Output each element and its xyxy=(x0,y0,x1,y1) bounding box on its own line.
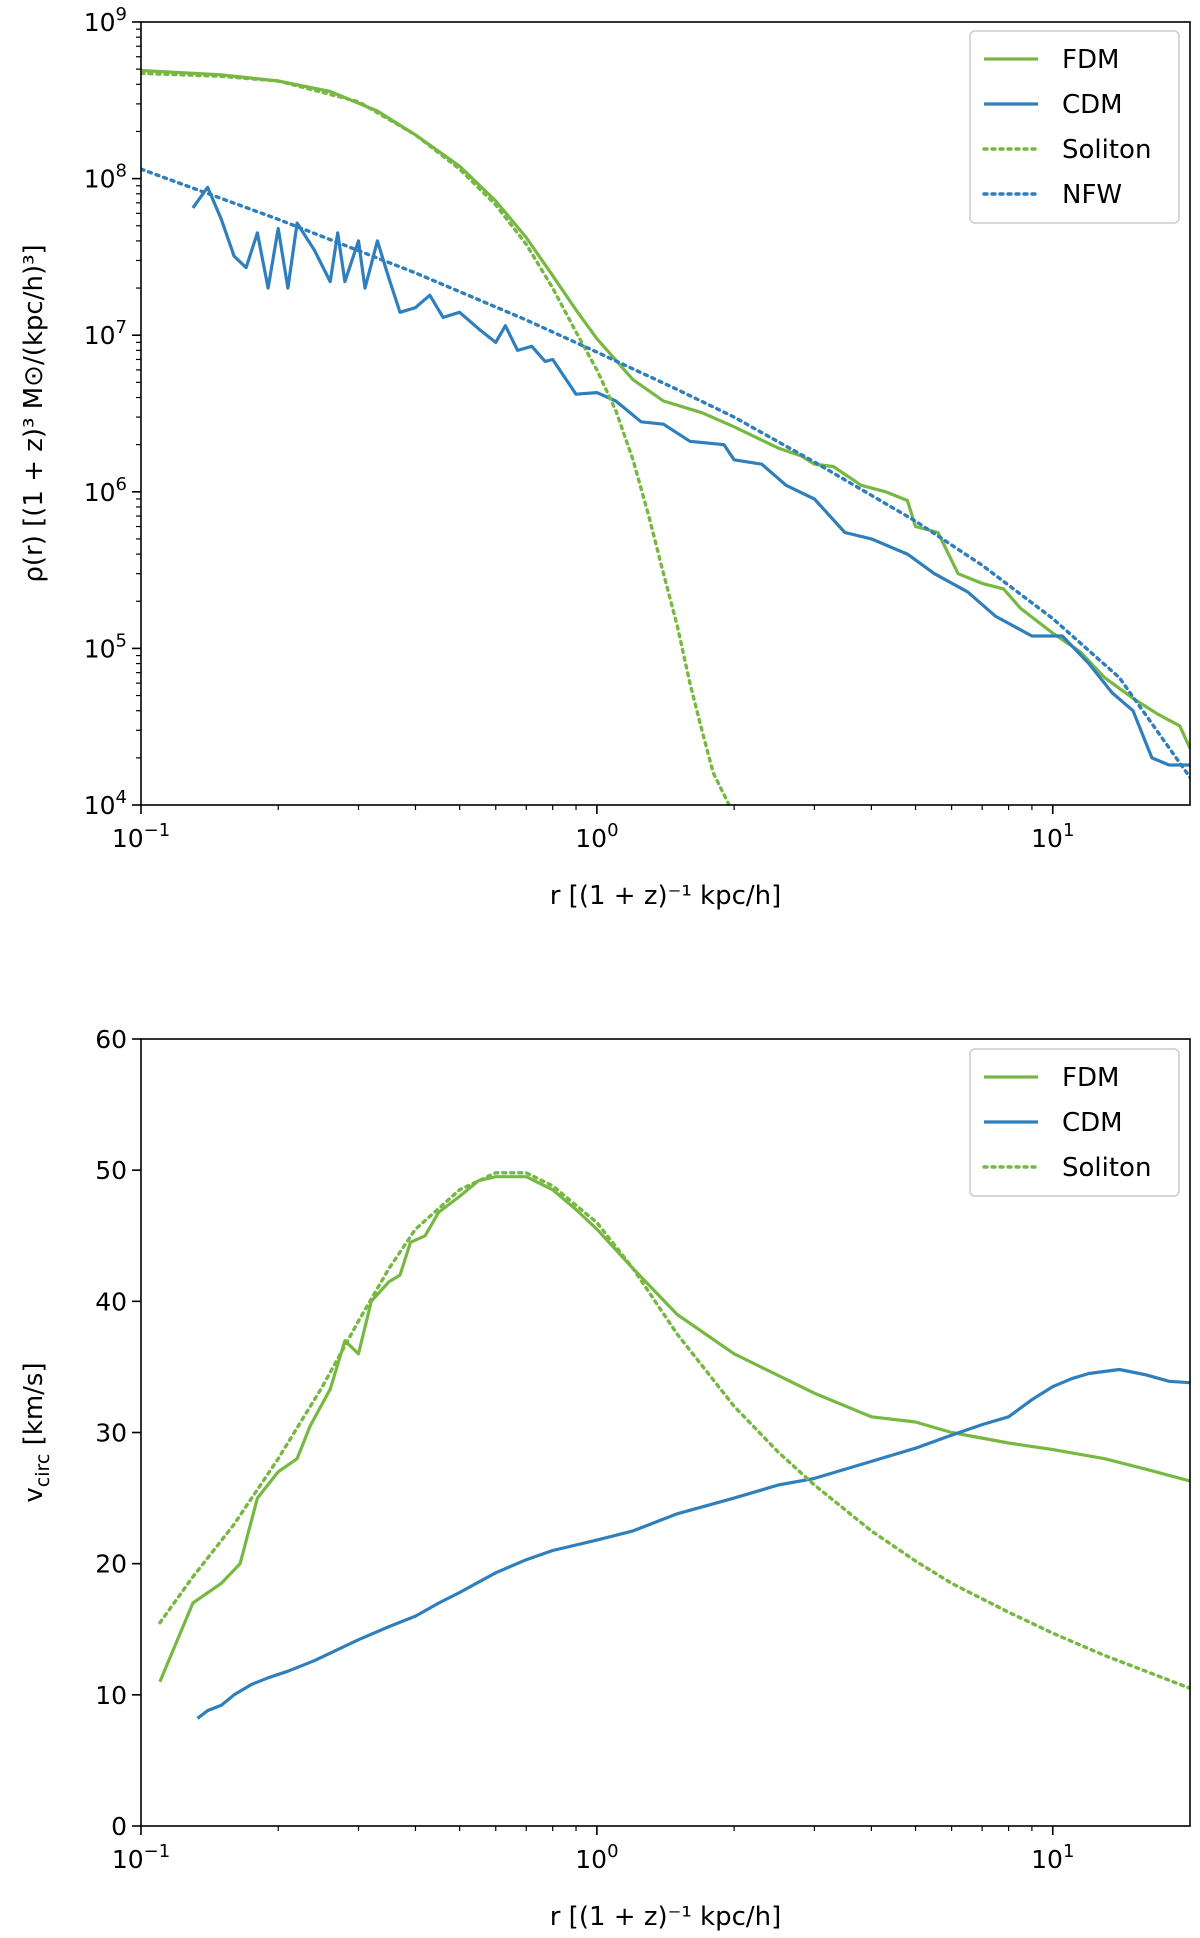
y-tick-label: 105 xyxy=(84,630,127,663)
x-tick-label: 101 xyxy=(1031,820,1074,853)
legend: FDM CDM Soliton NFW xyxy=(969,30,1180,224)
series-group xyxy=(141,68,1190,805)
legend: FDM CDM Soliton xyxy=(969,1048,1180,1197)
chart-panel-top: 10−1 100 101 104 105 106 107 108 109 r [(1 + z)⁻¹… xyxy=(19,4,1191,911)
series-line-nfw-dotted xyxy=(141,167,1190,780)
legend-box xyxy=(969,30,1180,224)
legend-label-cdm: CDM xyxy=(1062,1108,1123,1138)
legend-label-nfw: NFW xyxy=(1062,180,1122,210)
series-line-cdm xyxy=(191,185,1190,767)
x-tick-label: 100 xyxy=(575,1841,618,1874)
series-line-fdm xyxy=(158,1175,1190,1683)
legend-box xyxy=(969,1048,1180,1197)
x-tick-label: 101 xyxy=(1031,1841,1074,1874)
y-tick-label: 20 xyxy=(95,1550,127,1579)
y-tick-label: 107 xyxy=(84,317,127,350)
y-tick-label: 109 xyxy=(84,4,127,37)
y-tick-label: 10 xyxy=(95,1681,127,1710)
y-tick-label: 104 xyxy=(84,787,127,820)
y-tick-label: 106 xyxy=(84,474,127,507)
series-line-soliton-dotted xyxy=(158,1171,1190,1690)
y-tick-label: 0 xyxy=(111,1812,127,1841)
y-axis-label: vcirc [km/s] xyxy=(19,1362,54,1502)
series-line-cdm xyxy=(196,1367,1190,1720)
legend-label-fdm: FDM xyxy=(1062,45,1119,75)
y-tick-label: 40 xyxy=(95,1287,127,1316)
legend-label-fdm: FDM xyxy=(1062,1063,1119,1093)
x-tick-label: 100 xyxy=(575,820,618,853)
x-tick-label: 10−1 xyxy=(112,820,170,853)
y-tick-label: 60 xyxy=(95,1025,127,1054)
legend-label-soliton: Soliton xyxy=(1062,1153,1151,1183)
y-axis-label: ρ(r) [(1 + z)³ M⊙/(kpc/h)³] xyxy=(19,244,49,582)
series-line-soliton-dotted xyxy=(141,71,731,805)
legend-label-soliton: Soliton xyxy=(1062,135,1151,165)
y-tick-label: 30 xyxy=(95,1419,127,1448)
series-group xyxy=(158,1171,1190,1720)
x-axis-label: r [(1 + z)⁻¹ kpc/h] xyxy=(550,1902,782,1932)
x-tick-label: 10−1 xyxy=(112,1841,170,1874)
y-tick-label: 50 xyxy=(95,1156,127,1185)
legend-label-cdm: CDM xyxy=(1062,90,1123,120)
plot-frame xyxy=(140,21,1191,806)
x-axis-label: r [(1 + z)⁻¹ kpc/h] xyxy=(550,881,782,911)
y-tick-label: 108 xyxy=(84,161,127,194)
